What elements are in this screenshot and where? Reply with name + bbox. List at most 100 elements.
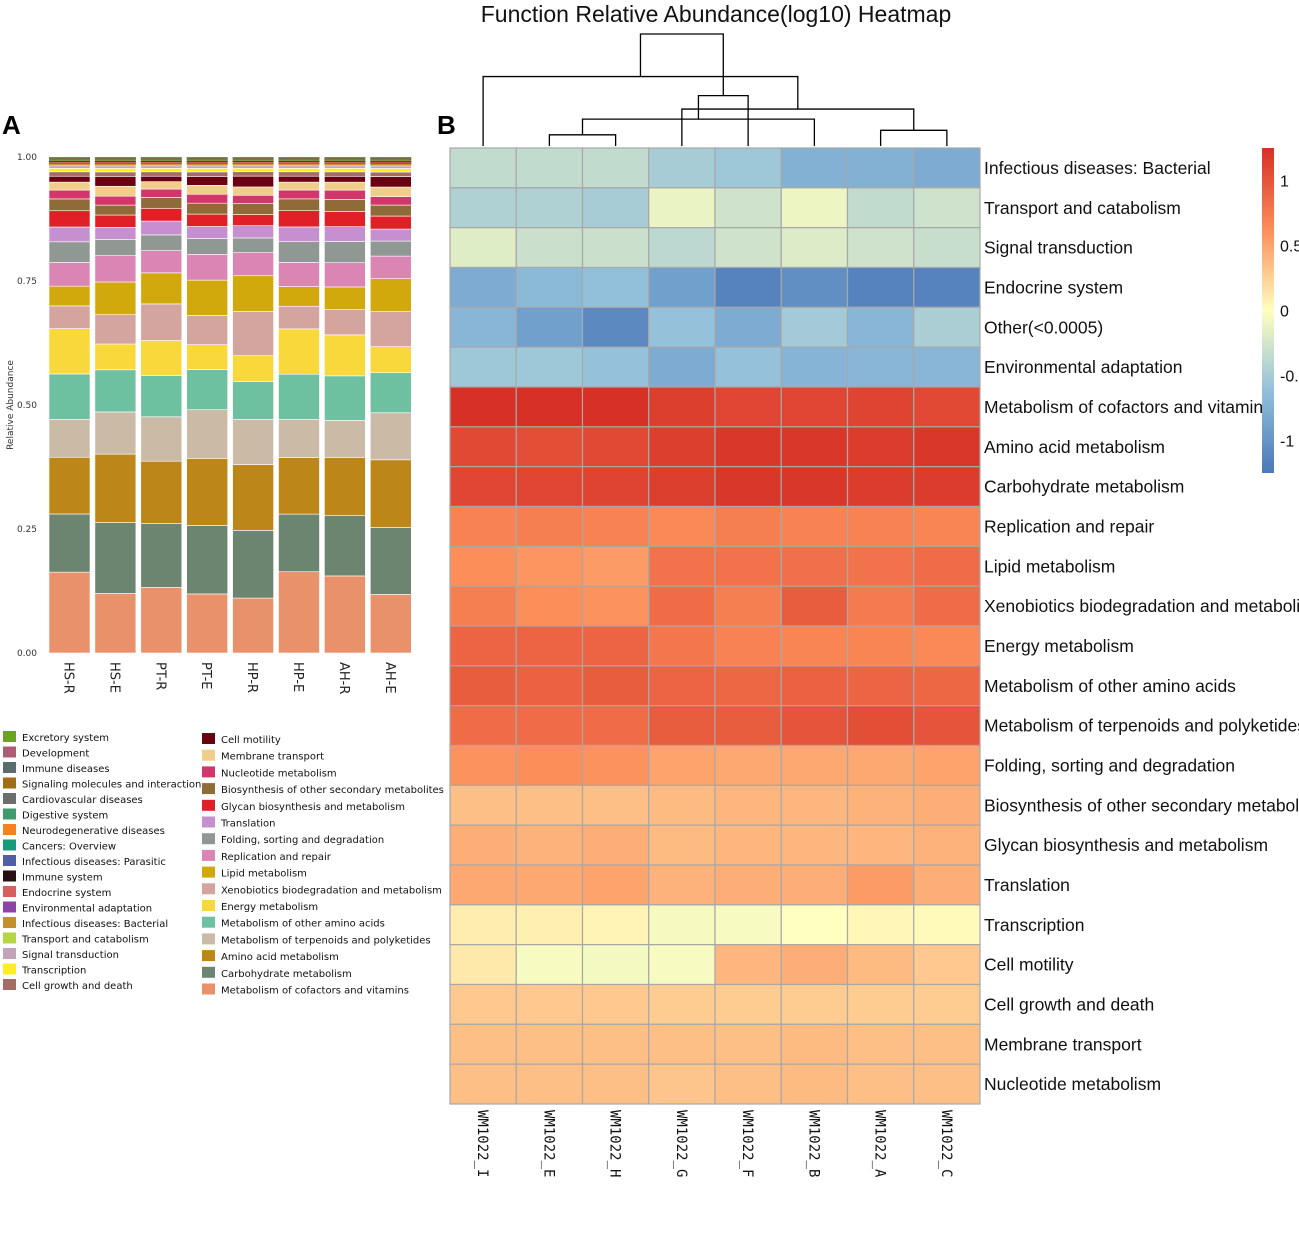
bar-segment-cancers-overview: [278, 160, 320, 162]
bar-segment-transport-and-catabolism: [324, 164, 366, 166]
y-tick-label: 1.00: [17, 153, 37, 163]
heatmap-cell: [714, 944, 782, 986]
heatmap-cell: [449, 386, 517, 428]
bar-segment-development: [370, 157, 412, 159]
y-axis-label: Relative Abundance: [6, 360, 16, 450]
heatmap-cell: [648, 266, 716, 308]
y-tick-label: 0.00: [17, 649, 37, 659]
bar-segment-cancers-overview: [49, 160, 90, 162]
bar-segment-transport-and-catabolism: [370, 165, 412, 167]
bar-segment-cancers-overview: [186, 160, 228, 162]
heatmap-cell: [780, 944, 849, 986]
bar-segment-transcription: [278, 168, 320, 173]
bar-segment-translation: [48, 226, 91, 243]
bar-segment-endocrine-system: [140, 161, 182, 163]
legend-label: Nucleotide metabolism: [221, 768, 337, 779]
legend-swatch: [202, 900, 215, 911]
bar-segment-xenobiotics-biodegradation-and-metabolism: [94, 314, 137, 345]
heatmap-cell: [515, 705, 584, 747]
bar-segment-excretory-system: [186, 157, 228, 158]
bar-segment-immune-system: [278, 161, 320, 163]
heatmap-cell: [648, 386, 716, 428]
heatmap-cell: [581, 944, 650, 986]
heatmap-cell: [913, 306, 981, 348]
legend-swatch: [202, 966, 215, 978]
heatmap-cell: [515, 306, 584, 348]
row-label: Transport and catabolism: [984, 198, 1181, 218]
bar-segment-cardiovascular-diseases: [140, 158, 182, 160]
bar-segment-infectious-diseases-bacterial: [232, 163, 274, 165]
bar-segment-infectious-diseases-parasitic: [278, 160, 320, 162]
bar-segment-signal-transduction: [186, 165, 228, 169]
heatmap-cell: [515, 944, 584, 986]
bar-segment-glycan-biosynthesis-and-metabolism: [186, 213, 228, 227]
bar-segment-lipid-metabolism: [186, 279, 228, 316]
bar-segment-glycan-biosynthesis-and-metabolism: [232, 214, 274, 226]
bar-segment-folding-sorting-and-degradation: [140, 234, 183, 251]
bar-segment-metabolism-of-cofactors-and-vitamins: [369, 594, 412, 654]
heatmap-cell: [846, 306, 915, 348]
heatmap-cell: [714, 1023, 782, 1065]
legend-swatch: [202, 833, 215, 845]
heatmap-cell: [780, 705, 849, 747]
heatmap-cell: [648, 705, 716, 747]
heatmap-cell: [714, 227, 782, 269]
bar-segment-immune-diseases: [140, 157, 182, 159]
bar-segment-carbohydrate-metabolism: [186, 525, 228, 595]
heatmap-cell: [913, 1023, 981, 1065]
heatmap-cell: [449, 983, 517, 1025]
bar-segment-energy-metabolism: [94, 343, 137, 371]
legend-label: Neurodegenerative diseases: [22, 826, 165, 837]
bar-segment-neurodegenerative-diseases: [278, 159, 320, 161]
row-label: Amino acid metabolism: [984, 437, 1165, 457]
heatmap-title: Function Relative Abundance(log10) Heatm…: [481, 1, 952, 27]
heatmap-cell: [648, 545, 716, 587]
bar-segment-metabolism-of-other-amino-acids: [48, 373, 91, 420]
bar-segment-biosynthesis-of-other-secondary-metabolites: [94, 204, 137, 216]
legend-label: Infectious diseases: Parasitic: [22, 857, 166, 868]
bar-segment-lipid-metabolism: [232, 275, 274, 312]
heatmap-cell: [780, 187, 849, 229]
bar-segment-translation: [369, 228, 412, 242]
bar-segment-cell-motility: [278, 175, 320, 183]
bar-segment-glycan-biosynthesis-and-metabolism: [48, 210, 91, 228]
bar-segment-environmental-adaptation: [324, 162, 366, 164]
bar-segment-metabolism-of-cofactors-and-vitamins: [94, 593, 137, 654]
row-label: Metabolism of cofactors and vitamins: [984, 397, 1272, 417]
heatmap-cell: [780, 466, 849, 508]
bar-segment-immune-system: [232, 161, 274, 163]
x-tick-label: AH-E: [382, 662, 397, 694]
bar-segment-environmental-adaptation: [370, 163, 412, 165]
legend-swatch: [3, 917, 16, 928]
heatmap-cell: [780, 585, 849, 627]
row-label: Cell motility: [984, 955, 1074, 975]
dendrogram-link: [681, 108, 915, 146]
heatmap-cell: [449, 227, 517, 269]
y-tick-label: 0.75: [17, 277, 37, 287]
heatmap-cell: [846, 266, 915, 308]
legend-swatch: [202, 783, 215, 795]
bar-segment-development: [94, 157, 136, 159]
legend-label: Membrane transport: [221, 752, 324, 763]
legend-swatch: [202, 733, 215, 744]
heatmap-cell: [913, 665, 981, 707]
bar-segment-environmental-adaptation: [140, 162, 182, 164]
row-labels: Infectious diseases: Bacterial Transport …: [984, 158, 1299, 1094]
heatmap-cell: [714, 147, 782, 189]
legend-swatch: [3, 746, 16, 758]
legend-swatch: [3, 979, 16, 990]
bar-segment-xenobiotics-biodegradation-and-metabolism: [369, 311, 412, 347]
bar-segment-endocrine-system: [278, 161, 320, 163]
legend-swatch: [3, 948, 16, 959]
heatmap-cell: [780, 306, 849, 348]
legend-swatch: [3, 762, 16, 773]
heatmap-cell: [449, 824, 517, 866]
bar-segment-infectious-diseases-parasitic: [370, 161, 412, 162]
heatmap-cell: [846, 505, 915, 547]
bar-segment-xenobiotics-biodegradation-and-metabolism: [232, 311, 274, 356]
heatmap-cell: [449, 306, 517, 348]
legend-column-1: Excretory system Development Immune diseas…: [3, 731, 201, 992]
heatmap-cell: [449, 585, 517, 627]
heatmap-cell: [449, 187, 517, 229]
